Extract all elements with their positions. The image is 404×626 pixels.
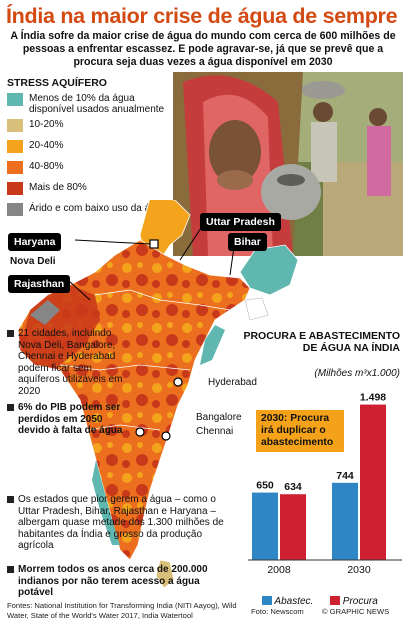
photo-illustration — [173, 72, 403, 256]
legend-label: Menos de 10% da água disponível usados a… — [29, 93, 165, 115]
legend-swatch — [7, 203, 23, 216]
legend-label: Árido e com baixo uso da água — [29, 203, 167, 214]
chart-subtitle: (Milhões m³x1.000) — [314, 368, 400, 379]
chart-annotation: 2030: Procura irá duplicar o abastecimen… — [256, 410, 344, 452]
data-label: 1.498 — [360, 392, 386, 404]
footer-photo-credit: Foto: Newscom — [251, 607, 304, 616]
label-hyderabad: Hyderabad — [208, 377, 257, 388]
legend-item: Menos de 10% da água disponível usados a… — [7, 92, 182, 118]
legend-swatch — [7, 93, 23, 106]
photo-women-water — [173, 72, 403, 256]
label-chennai: Chennai — [196, 426, 234, 437]
label-bangalore: Bangalore — [196, 412, 242, 423]
data-label: 744 — [336, 470, 354, 482]
tick-label: 2008 — [267, 564, 291, 576]
bar-abastec-2008 — [252, 492, 278, 560]
label-bihar: Bihar — [228, 233, 267, 251]
data-label: 634 — [284, 481, 302, 493]
legend-item: Árido e com baixo uso da água — [7, 202, 182, 228]
legend-label: 40-80% — [29, 161, 64, 172]
india-map-shape — [17, 197, 299, 589]
tick-label: 2030 — [347, 564, 371, 576]
legend: STRESS AQUÍFERO Menos de 10% da água dis… — [7, 77, 182, 228]
india-map — [0, 197, 300, 595]
facts-list: 21 cidades, incluindo Nova Deli, Bangalo… — [7, 328, 125, 442]
legend-swatch — [7, 161, 23, 174]
label-haryana: Haryana — [8, 233, 62, 251]
fact-item: Os estados que pior gerem a água – como … — [7, 494, 237, 552]
fact-item: Morrem todos os anos cerca de 200.000 in… — [7, 564, 237, 599]
chart-title: PROCURA E ABASTECIMENTO DE ÁGUA NA ÍNDIA — [243, 330, 400, 354]
legend-item: 10-20% — [7, 118, 182, 139]
legend-label: Abastec. — [274, 596, 314, 607]
footer-sources: Fontes: National Institution for Transfo… — [7, 601, 237, 620]
bar-procura-2008 — [280, 494, 306, 560]
legend-entry-abastec: Abastec. — [262, 596, 313, 607]
bar-procura-2030 — [360, 404, 386, 560]
fact-item: 21 cidades, incluindo Nova Deli, Bangalo… — [7, 328, 125, 397]
label-uttar-pradesh: Uttar Pradesh — [200, 213, 281, 231]
legend-swatch — [262, 596, 272, 605]
legend-label: 10-20% — [29, 119, 64, 130]
legend-label: Mais de 80% — [29, 182, 87, 193]
legend-swatch — [7, 182, 23, 195]
legend-label: 20-40% — [29, 140, 64, 151]
label-nova-deli: Nova Deli — [10, 256, 56, 267]
legend-item: Mais de 80% — [7, 181, 182, 202]
legend-swatch — [330, 596, 340, 605]
legend-label: Procura — [342, 596, 378, 607]
water-bar-chart: 650 634 2008 744 1.498 2030 — [248, 392, 402, 576]
page-subtitle: A Índia sofre da maior crise de água do … — [10, 30, 396, 68]
data-label: 650 — [256, 480, 274, 492]
page-title: Índia na maior crise de água de sempre — [6, 4, 398, 28]
legend-item: 20-40% — [7, 139, 182, 160]
legend-item: 40-80% — [7, 160, 182, 181]
legend-entry-procura: Procura — [330, 596, 378, 607]
footer-copyright: © GRAPHIC NEWS — [322, 607, 390, 616]
label-rajasthan: Rajasthan — [8, 275, 71, 293]
legend-swatch — [7, 140, 23, 153]
fact-item: 6% do PIB podem ser perdidos em 2050 dev… — [7, 402, 125, 437]
bar-abastec-2030 — [332, 482, 358, 560]
legend-title: STRESS AQUÍFERO — [7, 77, 107, 89]
legend-swatch — [7, 119, 23, 132]
